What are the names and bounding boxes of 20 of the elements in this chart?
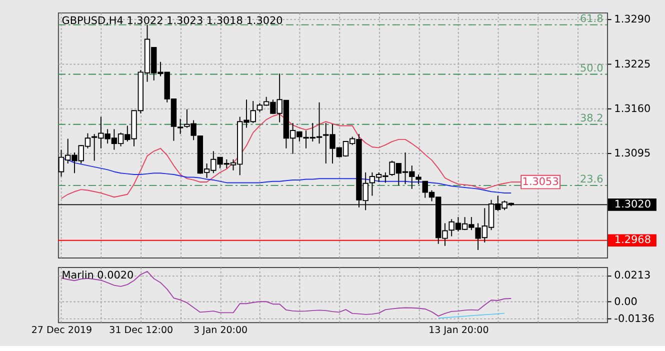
annotation: 50.0	[580, 62, 604, 74]
x-tick-label: 27 Dec 2019	[31, 325, 92, 336]
annotation: 38.2	[580, 112, 604, 125]
y-tick-label: 1.3290	[614, 14, 651, 26]
y-tick-label: 1.3160	[614, 102, 651, 115]
annotation: 23.6	[580, 174, 604, 186]
x-tick-label: 31 Dec 12:00	[109, 325, 174, 336]
y-tick-label: -0.0136	[614, 312, 654, 325]
y-tick-label: 1.3095	[614, 148, 651, 160]
ref-line-label: 1.3020	[614, 198, 651, 211]
y-tick-label: 0.0213	[614, 269, 651, 282]
chart-title: Marlin 0.0020	[62, 269, 134, 282]
x-tick-label: 3 Jan 20:00	[193, 325, 248, 336]
x-tick-label: 13 Jan 20:00	[428, 325, 489, 336]
chart-title: GBPUSD,H4 1.3022 1.3023 1.3018 1.3020	[62, 14, 283, 27]
y-tick-label: 0.00	[614, 296, 638, 308]
ref-line-label: 1.2968	[614, 234, 651, 246]
annotation: 61.8	[580, 12, 604, 25]
annotation: 1.3053	[522, 176, 559, 188]
y-tick-label: 1.3225	[614, 58, 651, 70]
